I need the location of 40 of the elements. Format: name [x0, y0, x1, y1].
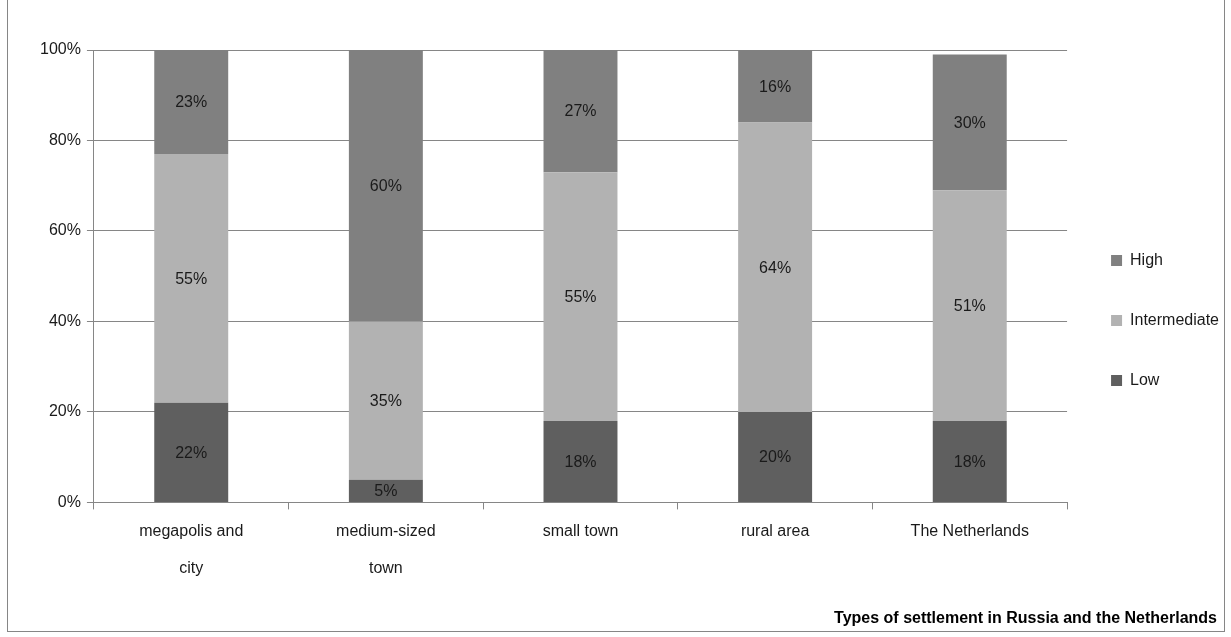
- data-label: 55%: [564, 287, 597, 305]
- legend-label: High: [1130, 250, 1163, 268]
- data-label: 60%: [369, 177, 402, 195]
- x-axis-title: Types of settlement in Russia and the Netherlands: [834, 609, 1218, 626]
- x-tick-label: rural area: [740, 522, 810, 540]
- bar: [154, 154, 229, 403]
- x-tick-label: small town: [542, 522, 619, 540]
- y-tick-label: 80%: [48, 130, 81, 148]
- category-label: megapolis and city: [139, 522, 244, 577]
- y-tick-label: 60%: [48, 221, 81, 239]
- data-label: 23%: [175, 93, 208, 111]
- bar: [543, 172, 618, 421]
- y-tick-label: 0%: [57, 492, 81, 510]
- bar: [932, 420, 1007, 502]
- data-label: 55%: [175, 269, 208, 287]
- bar: [154, 402, 229, 502]
- category-label: medium-sized town: [336, 522, 436, 577]
- data-label: 64%: [759, 258, 792, 276]
- x-tick-label: The Netherlands: [910, 522, 1029, 540]
- data-label: 27%: [564, 102, 597, 120]
- y-tick-label: 20%: [48, 402, 81, 420]
- data-label: 22%: [175, 443, 208, 461]
- bar: [543, 420, 618, 502]
- bar: [932, 190, 1007, 421]
- legend-label: Intermediate: [1130, 310, 1220, 328]
- data-label: 18%: [564, 452, 597, 470]
- y-tick-label: 40%: [48, 311, 81, 329]
- data-label: 20%: [759, 448, 792, 466]
- bar: [348, 321, 423, 480]
- data-label: 30%: [953, 113, 986, 131]
- legend-label: Low: [1130, 370, 1160, 388]
- bar: [348, 479, 423, 502]
- data-label: 5%: [374, 482, 398, 500]
- data-label: 16%: [759, 77, 792, 95]
- bar: [738, 122, 813, 412]
- data-label: 35%: [369, 392, 402, 410]
- data-label: 51%: [953, 297, 986, 315]
- bar: [738, 411, 813, 502]
- y-tick-label: 100%: [40, 40, 81, 58]
- data-label: 18%: [953, 452, 986, 470]
